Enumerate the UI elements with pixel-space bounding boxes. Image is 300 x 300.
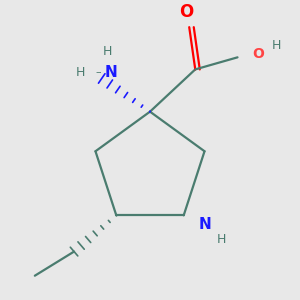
Text: H: H — [103, 45, 112, 58]
Text: –: – — [96, 68, 101, 77]
Text: O: O — [253, 47, 265, 61]
Text: N: N — [198, 217, 211, 232]
Text: H: H — [272, 39, 281, 52]
Text: H: H — [217, 233, 226, 246]
Text: H: H — [76, 66, 85, 79]
Text: N: N — [104, 65, 117, 80]
Text: O: O — [179, 3, 193, 21]
